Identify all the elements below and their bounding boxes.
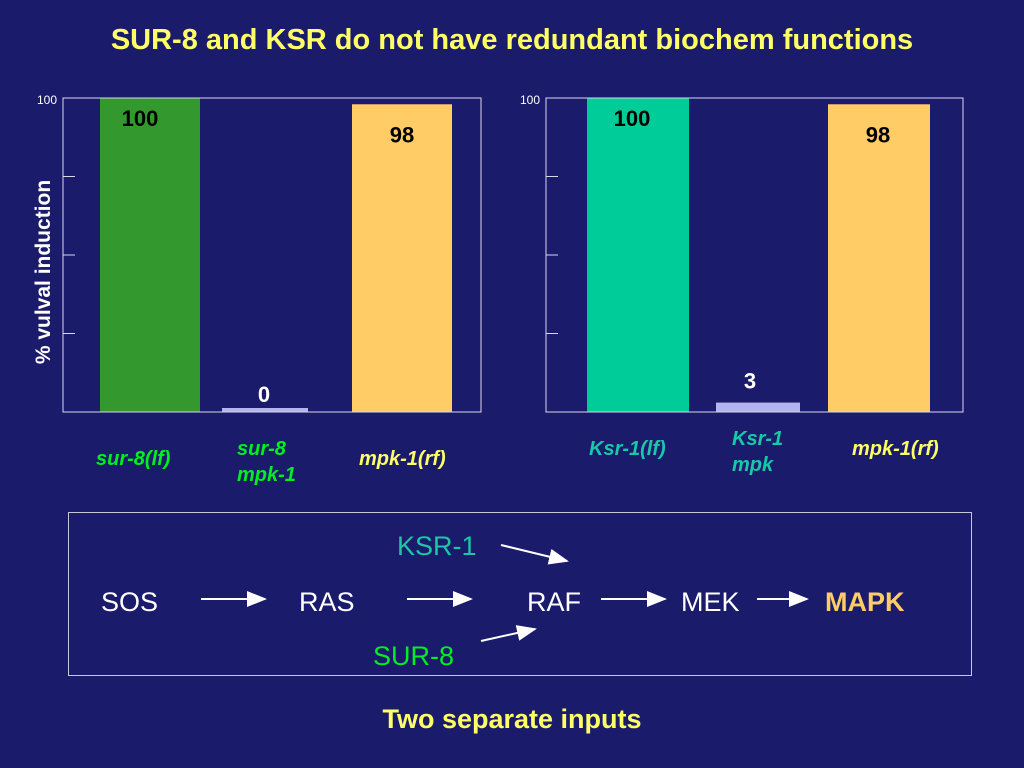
y-tick-label-2: 100 (520, 93, 540, 107)
value-label-1-3: 98 (390, 122, 414, 147)
value-label-1-1: 100 (122, 106, 159, 131)
slide-subtitle: Two separate inputs (382, 704, 642, 734)
value-label-1-2: 0 (258, 382, 270, 407)
category-label-mpk1-rf-right: mpk-1(rf) (852, 438, 939, 460)
value-label-2-1: 100 (614, 106, 651, 131)
arrow-sur8-raf (480, 625, 537, 642)
bar-2-2 (716, 402, 800, 412)
node-sos: SOS (101, 587, 159, 617)
bar-2-1 (587, 98, 689, 412)
node-ksr1: KSR-1 (397, 531, 477, 561)
bar-1-3 (352, 104, 452, 412)
value-label-2-3: 98 (866, 122, 890, 147)
category-label-ksr1-mpk: Ksr-1 mpk (732, 428, 784, 476)
bar-1-2 (222, 408, 308, 412)
bar-2-3 (828, 104, 930, 412)
node-raf: RAF (527, 587, 581, 617)
category-label-sur8-mpk1: sur-8 mpk-1 (237, 438, 296, 486)
bar-1-1 (100, 98, 200, 412)
node-mapk: MAPK (825, 587, 905, 617)
node-sur8: SUR-8 (373, 641, 455, 671)
node-ras: RAS (299, 587, 355, 617)
pathway-diagram: KSR-1 SOS RAS RAF MEK MAPK SUR-8 (68, 512, 972, 676)
category-label-sur8-lf: sur-8(lf) (96, 448, 171, 470)
arrow-ksr1-raf (500, 544, 569, 565)
y-tick-label-1: 100 (37, 93, 57, 107)
node-mek: MEK (681, 587, 740, 617)
slide-title: SUR-8 and KSR do not have redundant bioc… (110, 24, 914, 56)
bar-charts: 100 100 0 98 100 100 3 98 (37, 93, 964, 413)
category-label-ksr1-lf: Ksr-1(lf) (589, 438, 666, 460)
pathway-arrows (201, 544, 809, 642)
category-label-mpk1-rf-left: mpk-1(rf) (359, 448, 446, 470)
value-label-2-2: 3 (744, 369, 756, 394)
